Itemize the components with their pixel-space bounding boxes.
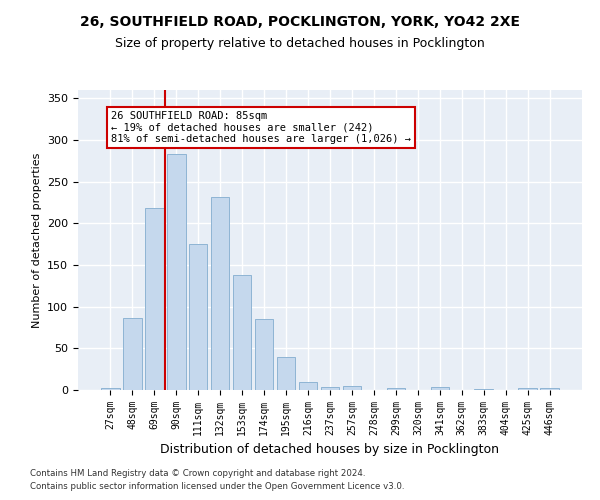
Bar bbox=[233, 275, 251, 390]
Text: Contains HM Land Registry data © Crown copyright and database right 2024.: Contains HM Land Registry data © Crown c… bbox=[30, 468, 365, 477]
Bar bbox=[123, 318, 142, 390]
Bar bbox=[431, 386, 449, 390]
Bar bbox=[475, 389, 493, 390]
Bar bbox=[211, 196, 229, 390]
Bar bbox=[386, 388, 405, 390]
Y-axis label: Number of detached properties: Number of detached properties bbox=[32, 152, 41, 328]
Bar bbox=[101, 388, 119, 390]
Text: 26 SOUTHFIELD ROAD: 85sqm
← 19% of detached houses are smaller (242)
81% of semi: 26 SOUTHFIELD ROAD: 85sqm ← 19% of detac… bbox=[110, 111, 410, 144]
Bar bbox=[255, 319, 274, 390]
Bar bbox=[320, 386, 340, 390]
Bar bbox=[167, 154, 185, 390]
X-axis label: Distribution of detached houses by size in Pocklington: Distribution of detached houses by size … bbox=[161, 444, 499, 456]
Bar bbox=[299, 382, 317, 390]
Bar bbox=[541, 388, 559, 390]
Bar bbox=[277, 356, 295, 390]
Bar bbox=[343, 386, 361, 390]
Text: 26, SOUTHFIELD ROAD, POCKLINGTON, YORK, YO42 2XE: 26, SOUTHFIELD ROAD, POCKLINGTON, YORK, … bbox=[80, 15, 520, 29]
Text: Size of property relative to detached houses in Pocklington: Size of property relative to detached ho… bbox=[115, 38, 485, 51]
Bar bbox=[145, 208, 164, 390]
Text: Contains public sector information licensed under the Open Government Licence v3: Contains public sector information licen… bbox=[30, 482, 404, 491]
Bar bbox=[189, 244, 208, 390]
Bar bbox=[518, 388, 537, 390]
